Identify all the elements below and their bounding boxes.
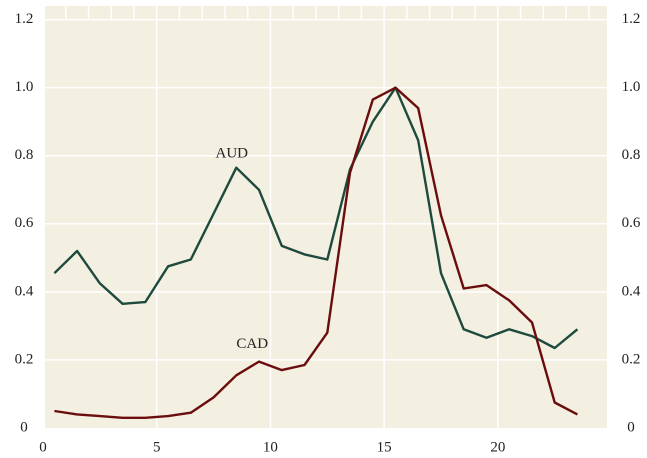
y2-tick-label: 1.2 bbox=[622, 11, 641, 27]
y-tick-label: 0.4 bbox=[15, 283, 34, 299]
y-tick-label: 0.6 bbox=[15, 215, 34, 231]
y-tick-label: 0 bbox=[20, 419, 28, 435]
y-tick-label: 0.2 bbox=[15, 351, 34, 367]
y2-tick-label: 0.4 bbox=[622, 283, 641, 299]
y-tick-label: 1.2 bbox=[15, 11, 34, 27]
series-label: CAD bbox=[236, 336, 268, 352]
y2-tick-label: 0.6 bbox=[622, 215, 641, 231]
line-series bbox=[54, 86, 578, 419]
x-tick-label: 20 bbox=[490, 439, 505, 455]
x-tick-label: 15 bbox=[377, 439, 392, 455]
y-tick-label: 1.0 bbox=[15, 79, 34, 95]
y2-tick-label: 0.8 bbox=[622, 147, 641, 163]
x-tick-label: 0 bbox=[39, 439, 47, 455]
y2-tick-label: 1.0 bbox=[622, 79, 641, 95]
line-series bbox=[53, 86, 579, 350]
x-tick-label: 5 bbox=[153, 439, 161, 455]
y-tick-label: 0.8 bbox=[15, 147, 34, 163]
plot-background bbox=[45, 6, 607, 428]
y2-tick-label: 0.2 bbox=[622, 351, 641, 367]
x-tick-label: 10 bbox=[263, 439, 278, 455]
series-label: AUD bbox=[216, 145, 249, 161]
y2-tick-label: 0 bbox=[627, 419, 635, 435]
